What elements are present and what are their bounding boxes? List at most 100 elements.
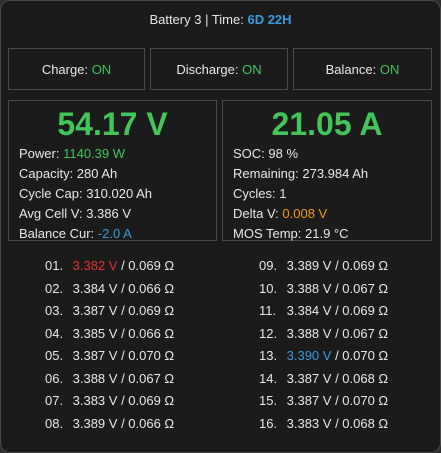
cell-number: 14. [259, 370, 278, 386]
balance-value: ON [379, 61, 400, 77]
cell-row: 03. 3.387 V / 0.069 Ω [45, 302, 174, 325]
cell-voltage: 3.388 V [286, 280, 332, 296]
cell-number: 10. [259, 280, 278, 296]
total-voltage: 54.17 V [57, 106, 168, 142]
remaining-stat: Remaining: 273.984 Ah [233, 166, 369, 181]
cell-resistance: / 0.068 Ω [331, 415, 389, 431]
cell-row: 12. 3.388 V / 0.067 Ω [259, 325, 388, 348]
balance-toggle[interactable]: Balance: ON [293, 48, 432, 90]
balance-label: Balance: [325, 61, 377, 77]
cell-number: 04. [45, 325, 64, 341]
cell-row: 14. 3.387 V / 0.068 Ω [259, 370, 388, 393]
cell-resistance: / 0.067 Ω [331, 280, 389, 296]
cell-number: 03. [45, 303, 64, 318]
cells-right-column: 09. 3.389 V / 0.069 Ω 10. 3.388 V / 0.06… [259, 257, 388, 437]
cell-number: 08. [45, 415, 64, 431]
cell-row: 08. 3.389 V / 0.066 Ω [45, 415, 174, 438]
discharge-toggle[interactable]: Discharge: ON [150, 48, 288, 90]
cell-row: 15. 3.387 V / 0.070 Ω [259, 392, 388, 415]
cell-number: 12. [259, 325, 278, 341]
cell-resistance: / 0.069 Ω [117, 303, 175, 318]
discharge-label: Discharge: [176, 61, 239, 77]
cell-number: 01. [45, 258, 64, 273]
avg-cell-stat: Avg Cell V: 3.386 V [19, 206, 132, 221]
cell-voltage: 3.387 V [72, 348, 118, 363]
cell-resistance: / 0.070 Ω [331, 348, 389, 363]
power-stat: Power: 1140.39 W [19, 144, 216, 164]
balance-current-value: -2.0 A [97, 226, 132, 241]
cell-resistance: / 0.068 Ω [331, 370, 389, 386]
time-label: | Time: [201, 12, 248, 27]
cell-row: 16. 3.383 V / 0.068 Ω [259, 415, 388, 438]
cell-number: 02. [45, 280, 64, 296]
cell-resistance: / 0.069 Ω [331, 303, 389, 318]
cell-resistance: / 0.066 Ω [117, 325, 175, 341]
cells-left-column: 01. 3.382 V / 0.069 Ω 02. 3.384 V / 0.06… [45, 257, 174, 437]
cell-resistance: / 0.069 Ω [117, 393, 175, 408]
cell-resistance: / 0.067 Ω [117, 370, 175, 386]
cycle-cap-stat: Cycle Cap: 310.020 Ah [19, 186, 152, 201]
discharge-value: ON [242, 61, 262, 77]
power-label: Power: [19, 146, 60, 161]
cell-resistance: / 0.070 Ω [331, 393, 389, 408]
cell-resistance: / 0.070 Ω [117, 348, 175, 363]
soc-stat: SOC: 98 % [233, 146, 299, 161]
cycles-stat: Cycles: 1 [233, 186, 287, 201]
time-value: 6D 22H [247, 12, 292, 27]
cell-voltage: 3.390 V [286, 348, 332, 363]
voltage-panel: 54.17 V Power: 1140.39 W Capacity: 280 A… [8, 100, 217, 241]
delta-v-label: Delta V: [233, 206, 279, 221]
battery-name: Battery 3 [149, 12, 202, 27]
cell-row: 10. 3.388 V / 0.067 Ω [259, 280, 388, 303]
charge-label: Charge: [41, 61, 89, 77]
cell-row: 02. 3.384 V / 0.066 Ω [45, 280, 174, 303]
cell-row: 04. 3.385 V / 0.066 Ω [45, 325, 174, 348]
capacity-stat: Capacity: 280 Ah [19, 166, 118, 181]
cell-number: 13. [259, 348, 278, 363]
cell-number: 09. [259, 258, 278, 273]
cell-row: 06. 3.388 V / 0.067 Ω [45, 370, 174, 393]
delta-v-value: 0.008 V [282, 206, 328, 221]
cell-row: 11. 3.384 V / 0.069 Ω [259, 302, 388, 325]
cell-voltage: 3.385 V [72, 325, 118, 341]
cell-voltage: 3.388 V [72, 370, 118, 386]
charge-toggle[interactable]: Charge: ON [8, 48, 145, 90]
cell-row: 09. 3.389 V / 0.069 Ω [259, 257, 388, 280]
cell-voltage: 3.382 V [72, 258, 118, 273]
cell-resistance: / 0.069 Ω [117, 258, 175, 273]
balance-current-stat: Balance Cur: -2.0 A [19, 224, 216, 244]
cell-resistance: / 0.066 Ω [117, 415, 175, 431]
cell-voltage: 3.388 V [286, 325, 332, 341]
cell-number: 11. [259, 303, 277, 318]
cell-voltage: 3.383 V [72, 393, 118, 408]
cell-number: 06. [45, 370, 64, 386]
cell-resistance: / 0.067 Ω [331, 325, 389, 341]
cell-voltage: 3.387 V [286, 393, 332, 408]
cell-resistance: / 0.066 Ω [117, 280, 175, 296]
cell-voltage: 3.389 V [286, 258, 332, 273]
cell-voltage: 3.389 V [72, 415, 118, 431]
cell-number: 15. [259, 393, 278, 408]
cell-number: 05. [45, 348, 64, 363]
balance-current-label: Balance Cur: [19, 226, 95, 241]
delta-v-stat: Delta V: 0.008 V [233, 204, 431, 224]
cell-row: 01. 3.382 V / 0.069 Ω [45, 257, 174, 280]
power-value: 1140.39 W [63, 146, 126, 161]
charge-value: ON [91, 61, 112, 77]
cell-voltage: 3.383 V [286, 415, 332, 431]
current-panel: 21.05 A SOC: 98 % Remaining: 273.984 Ah … [222, 100, 432, 241]
cell-voltage: 3.387 V [72, 303, 118, 318]
card-header: Battery 3 | Time: 6D 22H [1, 12, 440, 27]
mos-temp-stat: MOS Temp: 21.9 °C [233, 226, 349, 241]
cell-row: 05. 3.387 V / 0.070 Ω [45, 347, 174, 370]
total-current: 21.05 A [271, 106, 383, 142]
cell-number: 07. [45, 393, 64, 408]
cell-voltage: 3.387 V [286, 370, 332, 386]
cell-resistance: / 0.069 Ω [331, 258, 389, 273]
cell-number: 16. [259, 415, 278, 431]
cell-row: 07. 3.383 V / 0.069 Ω [45, 392, 174, 415]
cell-row: 13. 3.390 V / 0.070 Ω [259, 347, 388, 370]
cell-voltage: 3.384 V [286, 303, 332, 318]
cell-voltage: 3.384 V [72, 280, 118, 296]
